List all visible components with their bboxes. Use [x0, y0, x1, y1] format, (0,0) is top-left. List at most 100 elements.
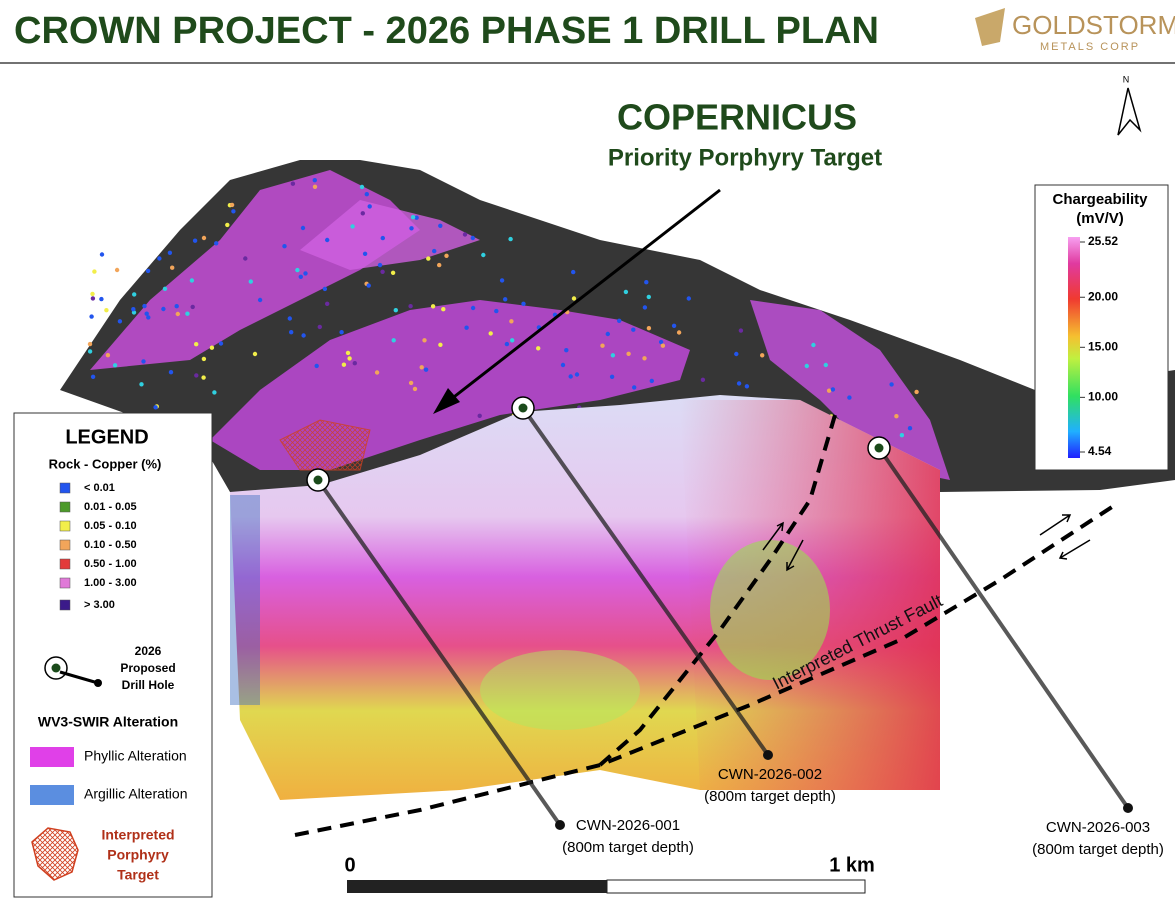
sample-dot: [352, 361, 357, 366]
sample-dot: [229, 202, 235, 208]
sample-dot: [738, 328, 744, 333]
sample-dot: [470, 305, 476, 311]
legend-label: 0.10 - 0.50: [84, 539, 137, 551]
sample-dot: [644, 280, 649, 285]
drill-end: [555, 820, 565, 830]
legend-swatch: [59, 558, 71, 570]
sample-dot: [347, 356, 352, 361]
legend-label: Drill Hole: [122, 678, 175, 692]
sample-dot: [610, 353, 616, 358]
sample-dot: [312, 178, 317, 183]
sample-dot: [649, 378, 654, 384]
sample-dot: [364, 192, 369, 197]
sample-dot: [201, 375, 206, 380]
colorbar-tick-label: 25.52: [1088, 234, 1118, 248]
legend-target-swatch: [31, 827, 79, 881]
sample-dot: [374, 370, 380, 375]
sample-dot: [345, 350, 351, 356]
sample-dot: [257, 297, 263, 303]
legend-hole-dot: [51, 663, 61, 673]
sample-dot: [192, 238, 198, 243]
cross-section-low: [480, 650, 640, 730]
sample-dot: [464, 325, 469, 330]
callout-title: COPERNICUS: [617, 97, 857, 138]
sample-dot: [298, 274, 303, 279]
sample-dot: [521, 301, 526, 306]
sample-dot: [212, 390, 217, 395]
sample-dot: [243, 256, 248, 261]
sample-dot: [736, 381, 742, 386]
fault-arrow: [786, 539, 804, 572]
sample-dot: [282, 244, 287, 249]
colorbar-box: [1034, 184, 1169, 471]
sample-dot: [686, 296, 691, 301]
legend-swatch: [59, 501, 71, 513]
sample-dot: [617, 318, 622, 323]
sample-dot: [161, 306, 166, 312]
sample-dot: [600, 343, 605, 348]
sample-dot: [87, 341, 93, 347]
drill-holes: CWN-2026-001 (800m target depth) CWN-2026-…: [306, 396, 1164, 858]
colorbar-tick-label: 10.00: [1088, 390, 1118, 404]
sample-dot: [170, 265, 175, 270]
sample-dot: [626, 351, 631, 356]
legend-subtitle: Rock - Copper (%): [49, 456, 162, 471]
sample-dot: [359, 184, 365, 190]
sample-dot: [185, 311, 190, 316]
legend-swatch: [30, 785, 74, 805]
sample-dot: [494, 308, 499, 314]
sample-dot: [412, 386, 418, 392]
sample-dot: [830, 387, 836, 392]
sample-dot: [314, 363, 319, 369]
logo-mark: [975, 8, 1005, 46]
sample-dot: [312, 184, 318, 189]
drill-trace: [316, 478, 562, 827]
sample-dot: [300, 225, 306, 231]
sample-dot: [104, 308, 109, 313]
sample-dot: [225, 222, 230, 228]
colorbar-tick-label: 20.00: [1088, 289, 1118, 303]
sample-dot: [90, 296, 96, 301]
thrust-fault: [294, 503, 1117, 837]
colorbar-tick-label: 15.00: [1088, 339, 1118, 353]
sample-dot: [89, 314, 94, 319]
sample-dot: [671, 323, 677, 328]
logo-name: GOLDSTORM: [1012, 10, 1175, 40]
sample-dot: [564, 348, 569, 353]
sample-dot: [362, 251, 368, 256]
sample-dot: [504, 341, 510, 347]
sample-dot: [437, 262, 442, 268]
sample-dot: [201, 356, 207, 362]
sample-dot: [470, 235, 475, 241]
sample-dot: [218, 341, 224, 346]
legend-label: Proposed: [120, 661, 175, 675]
sample-dot: [676, 330, 682, 335]
sample-dot: [423, 367, 429, 372]
sample-dot: [289, 330, 294, 335]
sample-dot: [408, 304, 413, 309]
sample-dot: [87, 349, 93, 354]
sample-dot: [90, 374, 96, 379]
page-title: CROWN PROJECT - 2026 PHASE 1 DRILL PLAN: [14, 10, 879, 52]
sample-dot: [174, 304, 179, 309]
sample-dot: [441, 307, 446, 312]
sample-dot: [339, 330, 344, 335]
sample-dot: [391, 338, 396, 343]
sample-dot: [393, 308, 398, 313]
legend-label: Argillic Alteration: [84, 786, 188, 802]
sample-dot: [642, 305, 648, 310]
sample-dot: [432, 248, 437, 254]
sample-dot: [139, 382, 144, 387]
legend-hole-trace: [59, 670, 99, 685]
sample-dot: [322, 286, 328, 292]
sample-dot: [481, 252, 486, 258]
cross-section-edge: [230, 495, 260, 705]
sample-dot: [811, 342, 816, 348]
sample-dot: [744, 384, 750, 389]
sample-dot: [804, 363, 809, 369]
sample-dot: [646, 326, 652, 331]
sample-dot: [509, 319, 514, 324]
sample-dot: [574, 372, 580, 377]
sample-dot: [153, 405, 158, 410]
